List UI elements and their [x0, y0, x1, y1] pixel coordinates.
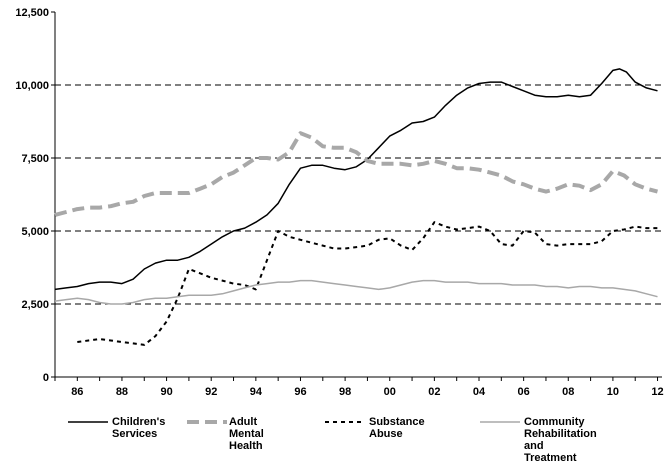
gridlines — [55, 84, 662, 305]
x-tick-label: 94 — [250, 386, 263, 398]
y-tick-label: 7,500 — [21, 153, 49, 165]
legend-swatch-community-rehabilitation — [480, 421, 520, 423]
x-axis-ticks: 86 88 90 92 94 96 98 00 02 04 06 08 10 12 — [54, 377, 664, 398]
series-line-substance-abuse — [77, 221, 658, 346]
x-tick-label: 06 — [518, 386, 530, 398]
y-tick-label: 12,500 — [15, 7, 49, 19]
y-axis-ticks: 0 2,500 5,000 7,500 10,000 12,500 — [15, 7, 55, 384]
x-tick-label: 92 — [205, 386, 217, 398]
series-lines — [54, 68, 659, 346]
axes — [54, 12, 662, 378]
x-tick-label: 12 — [651, 386, 663, 398]
y-tick-label: 10,000 — [15, 80, 49, 92]
series-line-children-s-services — [54, 68, 658, 291]
series-line-community-rehabilitation-and-treatment — [54, 279, 658, 305]
x-tick-label: 86 — [71, 386, 83, 398]
x-tick-label: 90 — [160, 386, 172, 398]
legend-swatch-adult-mental-health — [187, 420, 227, 424]
legend-label-substance-abuse: Substance Abuse — [369, 416, 425, 440]
x-tick-label: 02 — [428, 386, 440, 398]
x-tick-label: 88 — [116, 386, 128, 398]
y-tick-label: 5,000 — [21, 226, 49, 238]
x-tick-label: 00 — [384, 386, 396, 398]
x-tick-label: 98 — [339, 386, 351, 398]
legend: Children's Services Adult Mental Health … — [0, 416, 665, 464]
x-tick-label: 10 — [607, 386, 619, 398]
legend-swatch-substance-abuse — [325, 421, 365, 423]
legend-label-community-rehabilitation: Community Rehabilitation and Treatment — [524, 416, 597, 464]
line-chart: 0 2,500 5,000 7,500 10,000 12,500 86 88 90 92 94 9… — [15, 7, 664, 398]
legend-label-childrens-services: Children's Services — [112, 416, 166, 440]
legend-label-adult-mental-health: Adult Mental Health — [229, 416, 264, 452]
x-tick-label: 96 — [294, 386, 306, 398]
x-tick-label: 04 — [473, 386, 486, 398]
series-line-adult-mental-health — [54, 131, 659, 217]
x-tick-label: 08 — [562, 386, 574, 398]
legend-swatch-childrens-services — [68, 421, 108, 423]
y-tick-label: 2,500 — [21, 299, 49, 311]
y-tick-label: 0 — [43, 372, 49, 384]
